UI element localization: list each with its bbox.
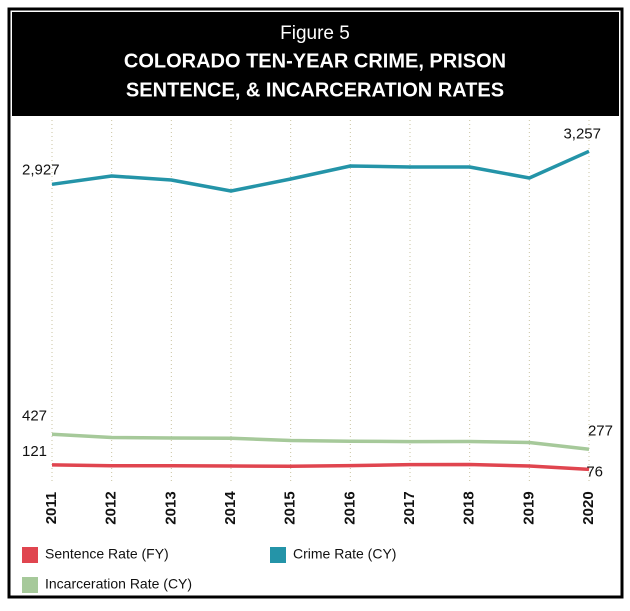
figure-label: Figure 5 xyxy=(280,23,350,44)
data-label: 3,257 xyxy=(563,125,601,142)
data-label: 76 xyxy=(586,463,603,480)
legend-label: Sentence Rate (FY) xyxy=(45,546,169,562)
x-tick-label: 2019 xyxy=(520,491,537,524)
x-tick-label: 2016 xyxy=(341,491,358,524)
x-tick-label: 2015 xyxy=(282,491,299,524)
legend-swatch xyxy=(22,577,38,593)
x-tick-label: 2011 xyxy=(43,492,60,525)
header xyxy=(12,12,619,116)
chart-title: SENTENCE, & INCARCERATION RATES xyxy=(126,79,504,101)
line-series xyxy=(51,462,590,472)
x-tick-label: 2017 xyxy=(401,491,418,524)
x-tick-label: 2012 xyxy=(103,491,120,524)
x-tick-label: 2020 xyxy=(580,491,597,524)
line-series xyxy=(51,149,590,193)
x-tick-label: 2013 xyxy=(162,491,179,524)
line-series xyxy=(51,432,590,452)
legend-label: Crime Rate (CY) xyxy=(293,546,396,562)
x-tick-label: 2018 xyxy=(461,491,478,524)
data-label: 277 xyxy=(588,422,613,439)
data-label: 2,927 xyxy=(22,161,60,178)
x-tick-label: 2014 xyxy=(222,491,239,525)
chart-title: COLORADO TEN-YEAR CRIME, PRISON xyxy=(124,50,506,72)
data-label: 121 xyxy=(22,443,47,460)
legend-label: Incarceration Rate (CY) xyxy=(45,576,192,592)
legend-swatch xyxy=(270,547,286,563)
legend-swatch xyxy=(22,547,38,563)
data-label: 427 xyxy=(22,407,47,424)
